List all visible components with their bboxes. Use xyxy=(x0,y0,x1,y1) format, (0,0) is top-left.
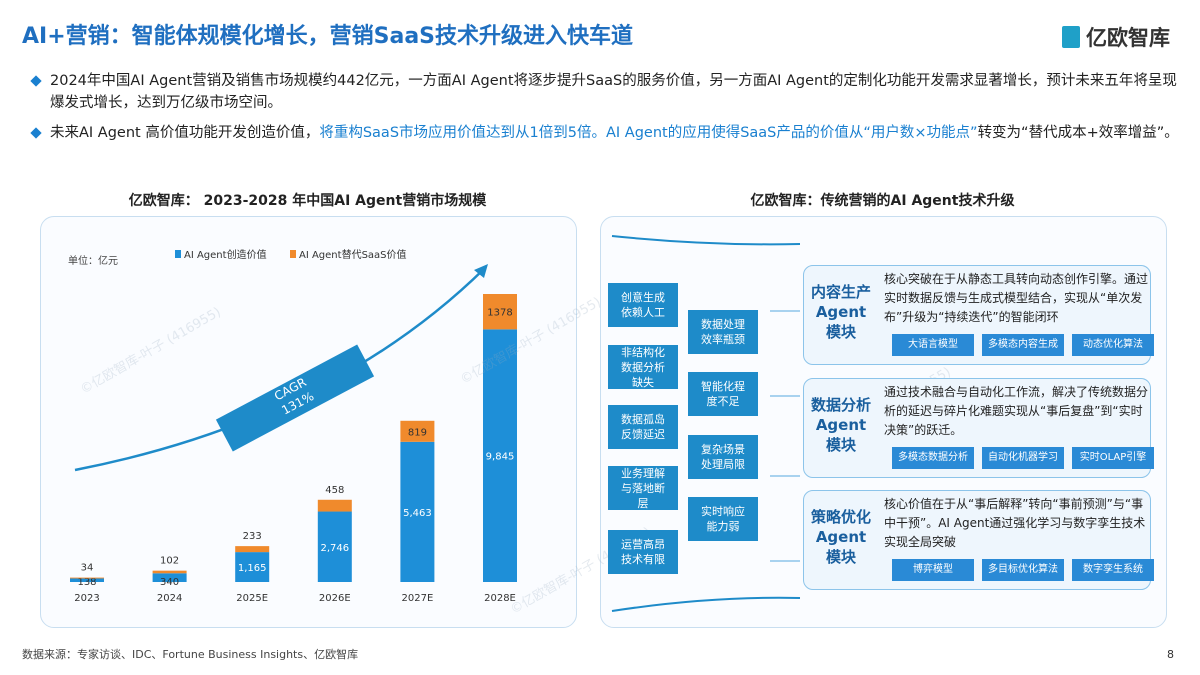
tag: 多目标优化算法 xyxy=(982,559,1064,581)
bottleneck-box: 实时响应能力弱 xyxy=(688,497,758,541)
value-label: 34 xyxy=(81,563,94,574)
bullet-highlight: 将重构SaaS市场应用价值达到从1倍到5倍。AI Agent的应用使得SaaS产… xyxy=(319,125,978,141)
logo-text: 亿欧智库 xyxy=(1086,26,1170,50)
legend-swatch xyxy=(290,250,296,258)
tag: 博弈模型 xyxy=(892,559,974,581)
tag: 实时OLAP引擎 xyxy=(1072,447,1154,469)
cagr-band xyxy=(215,344,375,452)
arrow-head xyxy=(474,264,488,278)
bar-segment xyxy=(70,577,104,579)
value-label: 819 xyxy=(408,427,427,438)
value-label: 1,165 xyxy=(238,563,267,574)
pain-box: 非结构化数据分析缺失 xyxy=(608,345,678,389)
module-name: 策略优化Agent模块 xyxy=(810,508,871,566)
module-name: 数据分析Agent模块 xyxy=(810,396,871,454)
curve xyxy=(611,235,801,246)
bar-segment xyxy=(483,329,517,582)
bullet-text: 未来AI Agent 高价值功能开发创造价值， xyxy=(50,125,320,141)
value-label: 340 xyxy=(160,577,179,588)
legend-swatch xyxy=(175,250,181,258)
pain-box: 运营高昂技术有限 xyxy=(608,530,678,574)
value-label: 102 xyxy=(160,556,179,567)
bottleneck-box: 数据处理效率瓶颈 xyxy=(688,310,758,354)
bullet: 2024年中国AI Agent营销及销售市场规模约442亿元，一方面AI Age… xyxy=(30,70,1190,114)
bar-segment xyxy=(235,552,270,582)
value-label: 5,463 xyxy=(403,508,432,519)
pain-box: 创意生成依赖人工 xyxy=(608,283,678,327)
tag: 多模态数据分析 xyxy=(892,447,974,469)
page-number: 8 xyxy=(1167,648,1174,661)
chart-title: 亿欧智库： 2023-2028 年中国AI Agent营销市场规模 xyxy=(128,193,487,209)
source: 数据来源：专家访谈、IDC、Fortune Business Insights、… xyxy=(22,648,359,661)
tag: 大语言模型 xyxy=(892,334,974,356)
title: AI+营销：智能体规模化增长，营销SaaS技术升级进入快车道 xyxy=(22,24,634,49)
tag: 动态优化算法 xyxy=(1072,334,1154,356)
x-tick-label: 2026E xyxy=(319,593,351,604)
bar-segment xyxy=(70,578,104,582)
tag: 多模态内容生成 xyxy=(982,334,1064,356)
bottleneck-box: 智能化程度不足 xyxy=(688,372,758,416)
module: 策略优化Agent模块 核心价值在于从“事后解释”转向“事前预测”与“事中干预”。… xyxy=(803,490,1154,590)
tag: 数字孪生系统 xyxy=(1072,559,1154,581)
curve xyxy=(611,596,801,612)
bullet: 未来AI Agent 高价值功能开发创造价值，将重构SaaS市场应用价值达到从1… xyxy=(30,122,1190,144)
module: 数据分析Agent模块 通过技术融合与自动化工作流，解决了传统数据分析的延迟与碎片… xyxy=(803,378,1154,478)
bullet-text: 转变为“替代成本+效率增益”。 xyxy=(977,125,1179,141)
pain-box: 业务理解与落地断层 xyxy=(608,466,678,510)
diagram-decor xyxy=(611,235,801,612)
bullet-text: 2024年中国AI Agent营销及销售市场规模约442亿元，一方面AI Age… xyxy=(50,73,1177,111)
module: 内容生产Agent模块 核心突破在于从静态工具转向动态创作引擎。通过实时数据反馈与… xyxy=(803,265,1154,365)
value-label: 9,845 xyxy=(486,452,515,463)
legend-label: AI Agent替代SaaS价值 xyxy=(299,248,407,261)
bar-segment xyxy=(152,570,187,574)
x-tick-label: 2027E xyxy=(402,593,434,604)
x-tick-label: 2025E xyxy=(236,593,268,604)
module-text: 核心突破在于从静态工具转向动态创作引擎。通过实时数据反馈与生成式模型结合，实现从… xyxy=(884,272,1149,324)
bar-segment xyxy=(235,546,270,553)
x-tick-label: 2028E xyxy=(484,593,516,604)
value-label: 1378 xyxy=(487,308,512,319)
tag: 自动化机器学习 xyxy=(982,447,1064,469)
bar-segment xyxy=(317,499,352,512)
bar-segment xyxy=(400,441,435,582)
logo: 亿欧智库 xyxy=(1062,22,1170,52)
module-name: 内容生产Agent模块 xyxy=(810,283,871,341)
bottleneck-box: 复杂场景处理局限 xyxy=(688,435,758,479)
value-label: 138 xyxy=(77,577,96,588)
connector xyxy=(770,310,800,562)
module-text: 通过技术融合与自动化工作流，解决了传统数据分析的延迟与碎片化难题实现从“事后复盘… xyxy=(884,385,1149,437)
diagram-title: 亿欧智库：传统营销的AI Agent技术升级 xyxy=(750,193,1015,209)
value-label: 458 xyxy=(325,485,344,496)
bar-segment xyxy=(152,573,187,582)
legend-label: AI Agent创造价值 xyxy=(184,248,267,261)
bar-segment xyxy=(483,294,517,330)
pain-box: 数据孤岛反馈延迟 xyxy=(608,405,678,449)
x-tick-label: 2023 xyxy=(74,593,99,604)
bar-segment xyxy=(317,511,352,582)
unit: 单位：亿元 xyxy=(68,254,118,267)
value-label: 233 xyxy=(243,531,262,542)
bar-segment xyxy=(400,420,435,442)
x-tick-label: 2024 xyxy=(157,593,182,604)
value-label: 2,746 xyxy=(320,543,349,554)
module-text: 核心价值在于从“事后解释”转向“事前预测”与“事中干预”。AI Agent通过强… xyxy=(884,497,1146,549)
